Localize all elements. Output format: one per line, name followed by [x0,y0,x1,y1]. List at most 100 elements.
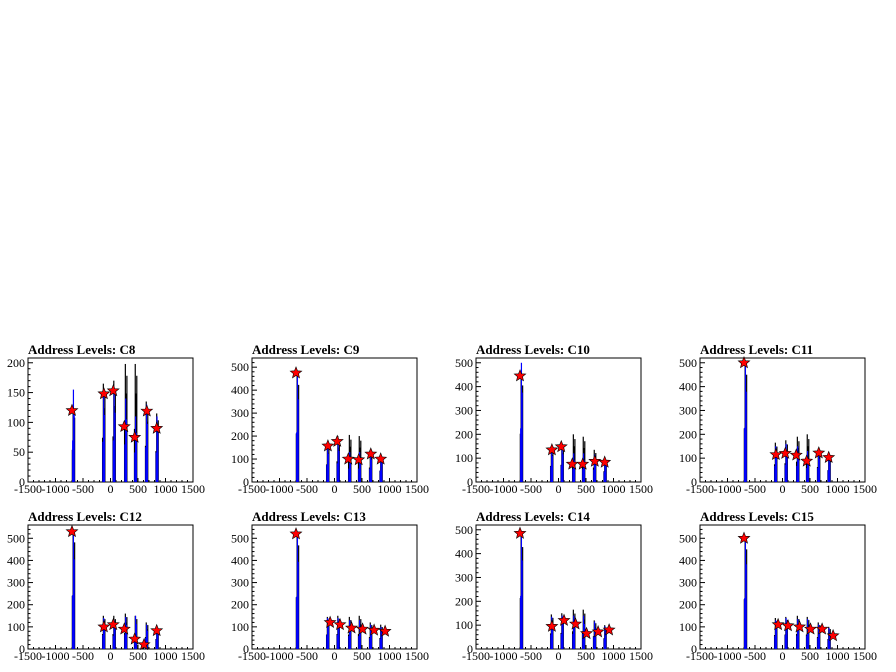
x-tick-label: 500 [353,649,371,663]
x-tick-label: 1500 [629,649,653,663]
peak-marker [554,439,568,453]
x-tick-label: -1000 [714,482,742,496]
y-tick-label: 500 [455,356,473,370]
x-tick-label: -1000 [42,649,70,663]
panel-2: Address Levels: C10 -1500 -1000 -500 0 500 100… [455,342,653,496]
y-tick-label: 0 [19,642,25,656]
x-tick-label: -1000 [490,482,518,496]
peak-marker [341,452,355,465]
x-tick-label: 0 [556,482,562,496]
panel-0: Address Levels: C8-1500 -1000 -500 0 500 1000… [7,342,205,496]
y-tick-label: 100 [455,451,473,465]
x-tick-label: 0 [556,649,562,663]
y-tick-label: 200 [231,429,249,443]
panel-5: Address Levels: C13 -1500 -1000 -500 0 500 100… [231,509,429,663]
peak-marker [106,617,120,631]
x-tick-label: -500 [296,482,318,496]
peak-marker [117,622,131,635]
y-tick-label: 400 [231,553,249,567]
x-tick-label: -1500 [238,482,266,496]
x-tick-label: 500 [801,482,819,496]
x-tick-label: 1000 [602,482,626,496]
panel-title: Address Levels: C13 [252,509,366,524]
y-tick-label: 150 [7,386,25,400]
x-tick-label: -500 [72,649,94,663]
peak-marker [800,454,814,467]
y-tick-label: 300 [455,403,473,417]
peak-marker [367,623,381,636]
y-tick-label: 0 [243,642,249,656]
y-tick-label: 500 [231,531,249,545]
peak-marker [771,617,785,631]
panel-title: Address Levels: C8 [28,342,136,357]
x-tick-label: 1500 [181,649,205,663]
x-tick-label: 500 [353,482,371,496]
x-tick-label: -1000 [266,482,294,496]
y-tick-label: 500 [679,356,697,370]
plot-frame [251,524,418,650]
y-tick-label: 200 [455,594,473,608]
x-tick-label: 0 [332,482,338,496]
peak-marker [65,403,79,416]
peak-marker [789,448,803,461]
peak-marker [591,624,605,638]
peak-marker [97,386,111,400]
peak-marker [557,613,571,626]
x-tick-label: -1500 [686,649,714,663]
peak-marker [580,626,594,640]
x-tick-label: -1000 [42,482,70,496]
y-tick-label: 300 [455,570,473,584]
y-tick-label: 300 [231,406,249,420]
y-tick-label: 100 [679,620,697,634]
peak-marker [737,355,751,369]
panel-title: Address Levels: C11 [700,342,813,357]
y-tick-label: 50 [13,445,25,459]
y-tick-label: 100 [455,618,473,632]
x-tick-label: -1500 [14,482,42,496]
peak-marker [333,617,347,631]
peak-marker [128,430,142,443]
peak-marker [588,454,602,467]
x-tick-label: -500 [520,649,542,663]
y-tick-label: 500 [455,523,473,537]
panel-title: Address Levels: C15 [700,509,814,524]
peak-marker [364,447,378,460]
x-tick-label: 1000 [378,649,402,663]
peak-marker [513,526,527,539]
peak-marker [137,637,151,651]
peak-marker [352,452,366,466]
y-tick-label: 500 [679,531,697,545]
y-tick-label: 400 [679,380,697,394]
x-tick-label: -500 [520,482,542,496]
peak-marker [778,446,792,459]
x-tick-label: 1000 [154,649,178,663]
peak-marker [737,531,751,544]
y-tick-label: 0 [691,475,697,489]
x-tick-label: 1500 [405,482,429,496]
peak-marker [289,527,303,540]
panel-3: Address Levels: C11 -1500 -1000 -500 0 500 100… [679,342,877,496]
y-tick-label: 100 [7,620,25,634]
y-tick-label: 300 [679,403,697,417]
y-tick-label: 0 [243,475,249,489]
peak-marker [289,366,303,379]
x-tick-label: 1500 [405,649,429,663]
y-tick-label: 300 [679,576,697,590]
peak-marker [793,620,807,633]
peak-marker [356,622,370,635]
peak-marker [117,419,131,433]
x-tick-label: -1500 [462,482,490,496]
x-tick-label: 0 [332,649,338,663]
x-tick-label: 1000 [826,649,850,663]
y-tick-label: 200 [231,598,249,612]
x-tick-label: -1500 [238,649,266,663]
y-tick-label: 100 [7,415,25,429]
x-tick-label: -500 [744,482,766,496]
peak-marker [598,455,612,468]
peak-marker [140,404,154,417]
x-tick-label: -500 [296,649,318,663]
panel-7: Address Levels: C15 -1500 -1000 -500 0 500 100… [679,509,877,663]
plot-frame [699,524,866,650]
y-tick-label: 0 [691,642,697,656]
x-tick-label: -500 [744,649,766,663]
